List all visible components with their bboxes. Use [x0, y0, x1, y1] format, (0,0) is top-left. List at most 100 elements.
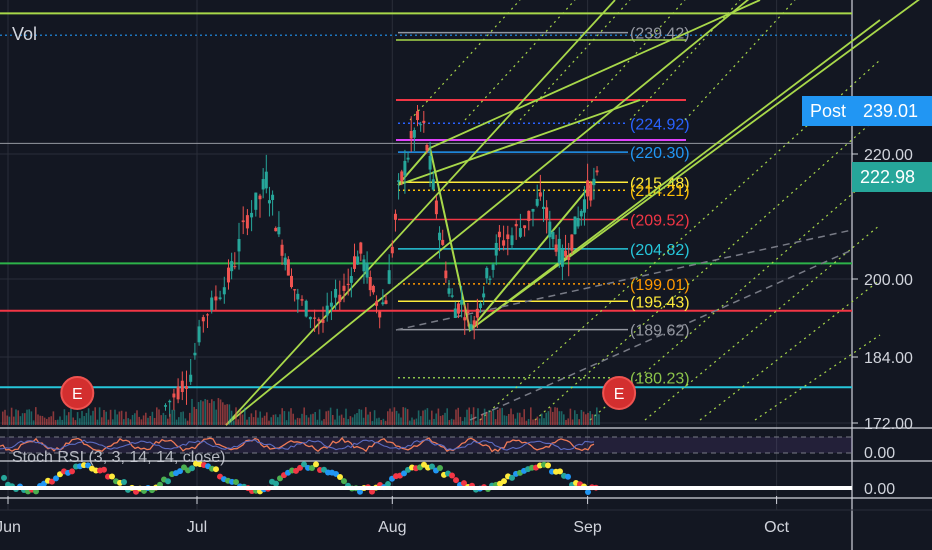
volume-bar [96, 419, 99, 425]
candle-body [422, 120, 426, 123]
volume-bar [4, 409, 6, 425]
volume-bar [536, 416, 539, 425]
volume-bar [285, 420, 288, 425]
stoch-dot [509, 474, 515, 481]
y-tick-label: 200.00 [864, 272, 913, 289]
candle-body [378, 311, 382, 318]
volume-bar [145, 412, 147, 425]
volume-bar [508, 413, 510, 425]
volume-bar [349, 416, 352, 425]
candle-body [479, 303, 482, 308]
post-label: Post [810, 101, 847, 121]
candle-body [189, 374, 193, 382]
volume-bar [312, 413, 314, 425]
candle-body [271, 194, 275, 200]
volume-bar [65, 415, 68, 425]
osc-tick-label: 0.00 [864, 481, 895, 498]
stoch-dot [429, 463, 435, 470]
volume-bar [378, 417, 380, 425]
volume-bar [162, 412, 165, 425]
stoch-dot [501, 478, 507, 485]
candle-body [441, 239, 445, 245]
volume-bar [316, 419, 319, 425]
volume-bar [87, 408, 90, 425]
volume-bar [72, 417, 74, 425]
volume-bar [549, 407, 552, 425]
volume-bar [266, 412, 268, 425]
stoch-dot [177, 468, 183, 475]
fib-level-label: (189.62) [630, 323, 690, 340]
x-tick-label: Jul [187, 519, 207, 536]
stoch-dot [313, 461, 319, 468]
stoch-dot [449, 472, 455, 479]
candle-body [456, 303, 460, 314]
volume-bar [354, 414, 356, 425]
volume-bar [228, 404, 231, 425]
pitchfork-pivots [397, 145, 596, 333]
post-price-badge[interactable]: Post 239.01 [802, 96, 932, 126]
candle-body [277, 226, 281, 235]
volume-bar [497, 409, 499, 425]
median-dashed [469, 249, 853, 421]
volume-bars [2, 398, 600, 425]
volume-bar [336, 408, 338, 425]
candles [164, 104, 599, 417]
stoch-dot [85, 462, 91, 469]
candle-body [523, 225, 527, 229]
candle-body [497, 231, 501, 238]
volume-bar [41, 415, 44, 425]
last-price-badge[interactable]: 222.98 [852, 162, 932, 192]
volume-bar [593, 414, 596, 425]
candle-body [321, 319, 325, 323]
volume-bar [587, 412, 589, 425]
volume-bar [547, 411, 550, 425]
candle-body [381, 302, 385, 305]
volume-bar [156, 407, 158, 425]
volume-bar [373, 410, 376, 425]
candle-body [548, 221, 552, 238]
rsi-signal [0, 439, 595, 451]
candle-body [176, 386, 180, 400]
volume-bar [334, 419, 336, 425]
candle-body [564, 250, 568, 257]
volume-bar [127, 418, 129, 425]
volume-bar [259, 411, 261, 425]
stoch-dot [121, 478, 127, 485]
candle-body [592, 178, 596, 186]
candle-body [576, 217, 580, 227]
volume-bar [574, 410, 576, 425]
candle-body [397, 180, 401, 182]
volume-bar [202, 401, 204, 425]
volume-bar [197, 402, 200, 425]
volume-bar [246, 419, 248, 425]
stoch-dot [357, 488, 363, 495]
volume-bar [444, 412, 446, 425]
stoch-dot [49, 478, 55, 485]
volume-bar [32, 420, 35, 425]
pitchfork-line [225, 0, 616, 426]
volume-bar [481, 413, 484, 425]
stoch-dot [165, 478, 171, 485]
volume-bar [294, 419, 297, 425]
candle-body [586, 180, 590, 197]
volume-bar [347, 419, 349, 425]
volume-bar [510, 408, 512, 425]
candle-body [542, 206, 545, 209]
candle-body [409, 130, 413, 139]
earnings-marker-label: E [614, 386, 625, 403]
stoch-dot [565, 473, 571, 480]
volume-bar [371, 420, 374, 425]
pitchfork-line [469, 0, 920, 331]
volume-bar [281, 408, 283, 425]
earnings-marker [602, 376, 637, 410]
volume-bar [560, 411, 563, 425]
volume-bar [250, 413, 253, 425]
volume-bar [28, 409, 30, 425]
volume-bar [362, 417, 365, 425]
candle-body [286, 259, 290, 276]
candle-body [412, 129, 416, 138]
volume-bar [222, 402, 224, 425]
volume-bar [387, 411, 389, 425]
candle-body [325, 305, 329, 316]
